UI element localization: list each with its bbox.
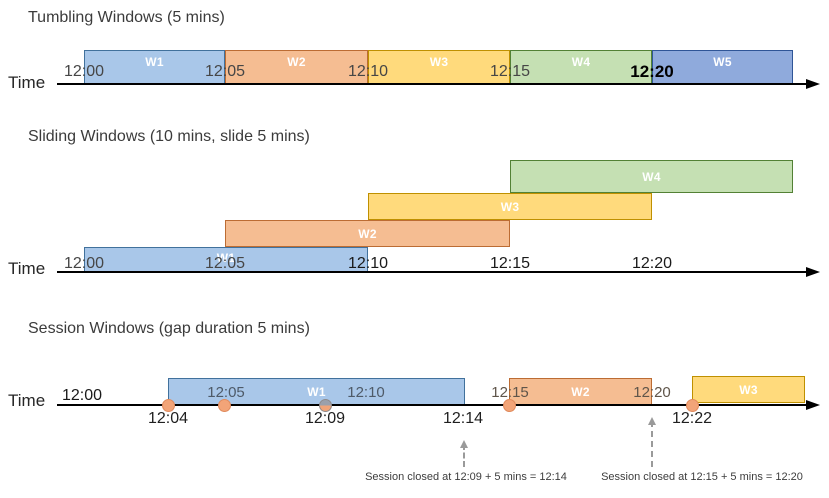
session-time-label: Time — [8, 391, 46, 410]
session-close-annotation: Session closed at 12:15 + 5 mins = 12:20 — [601, 471, 803, 483]
in-window-tick-label: 12:05 — [207, 384, 245, 401]
window-label: W5 — [713, 55, 732, 69]
session-close-arrow-icon — [648, 417, 656, 467]
sliding-section-title: Sliding Windows (10 mins, slide 5 mins) — [28, 128, 310, 145]
tumbling-time-axis — [57, 83, 806, 85]
tumbling-window-w1: W1 — [84, 50, 225, 84]
event-dot — [503, 399, 516, 412]
tick-label: 12:05 — [204, 63, 246, 80]
tick-label: 12:20 — [631, 255, 673, 272]
session-time-axis — [57, 404, 806, 406]
event-dot — [686, 399, 699, 412]
tick-label: 12:00 — [63, 63, 105, 80]
sliding-window-w1: W1 — [84, 247, 368, 272]
sliding-axis-arrowhead-icon — [806, 267, 820, 277]
sliding-window-w3: W3 — [368, 193, 652, 220]
tick-label: 12:20 — [630, 62, 674, 81]
event-time-label: 12:14 — [442, 410, 484, 427]
session-window-w3: W3 — [692, 376, 805, 403]
tick-label: 12:00 — [63, 255, 105, 272]
window-label: W3 — [429, 55, 449, 69]
in-window-tick-label: 12:20 — [633, 384, 671, 401]
tumbling-window-w3: W3 — [368, 50, 510, 84]
in-window-tick-label: 12:10 — [347, 384, 385, 401]
tick-label: 12:10 — [347, 255, 389, 272]
window-label: W3 — [739, 382, 758, 397]
tumbling-window-w4: W4 — [510, 50, 652, 84]
window-label: W1 — [216, 251, 236, 265]
session-section-title: Session Windows (gap duration 5 mins) — [28, 320, 310, 337]
tick-label: 12:00 — [61, 387, 103, 404]
event-time-label: 12:22 — [671, 410, 713, 427]
window-label: W2 — [287, 55, 306, 69]
session-close-arrow-icon — [460, 440, 468, 467]
tick-label: 12:15 — [489, 255, 531, 272]
tumbling-time-label: Time — [8, 73, 46, 92]
event-dot — [162, 399, 175, 412]
tick-label: 12:05 — [204, 255, 246, 272]
tumbling-window-w2: W2 — [225, 50, 368, 84]
sliding-time-axis — [57, 271, 806, 273]
tumbling-axis-arrowhead-icon — [806, 79, 820, 89]
window-label: W2 — [571, 384, 590, 399]
tick-label: 12:10 — [347, 63, 389, 80]
session-close-annotation: Session closed at 12:09 + 5 mins = 12:14 — [365, 471, 567, 483]
session-window-w1: W1 — [168, 378, 465, 405]
event-dot — [218, 399, 231, 412]
event-dot — [319, 399, 332, 412]
sliding-window-w2: W2 — [225, 220, 510, 247]
tumbling-section-title: Tumbling Windows (5 mins) — [28, 9, 225, 26]
window-label: W4 — [642, 169, 661, 184]
in-window-tick-label: 12:15 — [491, 384, 529, 401]
session-window-w2: W2 — [509, 378, 652, 405]
window-label: W1 — [307, 384, 326, 399]
window-label: W2 — [358, 226, 377, 241]
window-label: W3 — [500, 199, 520, 214]
session-axis-arrowhead-icon — [806, 400, 820, 410]
event-time-label: 12:09 — [304, 410, 346, 427]
sliding-time-label: Time — [8, 259, 46, 278]
tick-label: 12:15 — [489, 63, 531, 80]
sliding-window-w4: W4 — [510, 160, 793, 193]
window-label: W1 — [145, 55, 164, 69]
event-time-label: 12:04 — [147, 410, 189, 427]
window-label: W4 — [571, 55, 591, 69]
